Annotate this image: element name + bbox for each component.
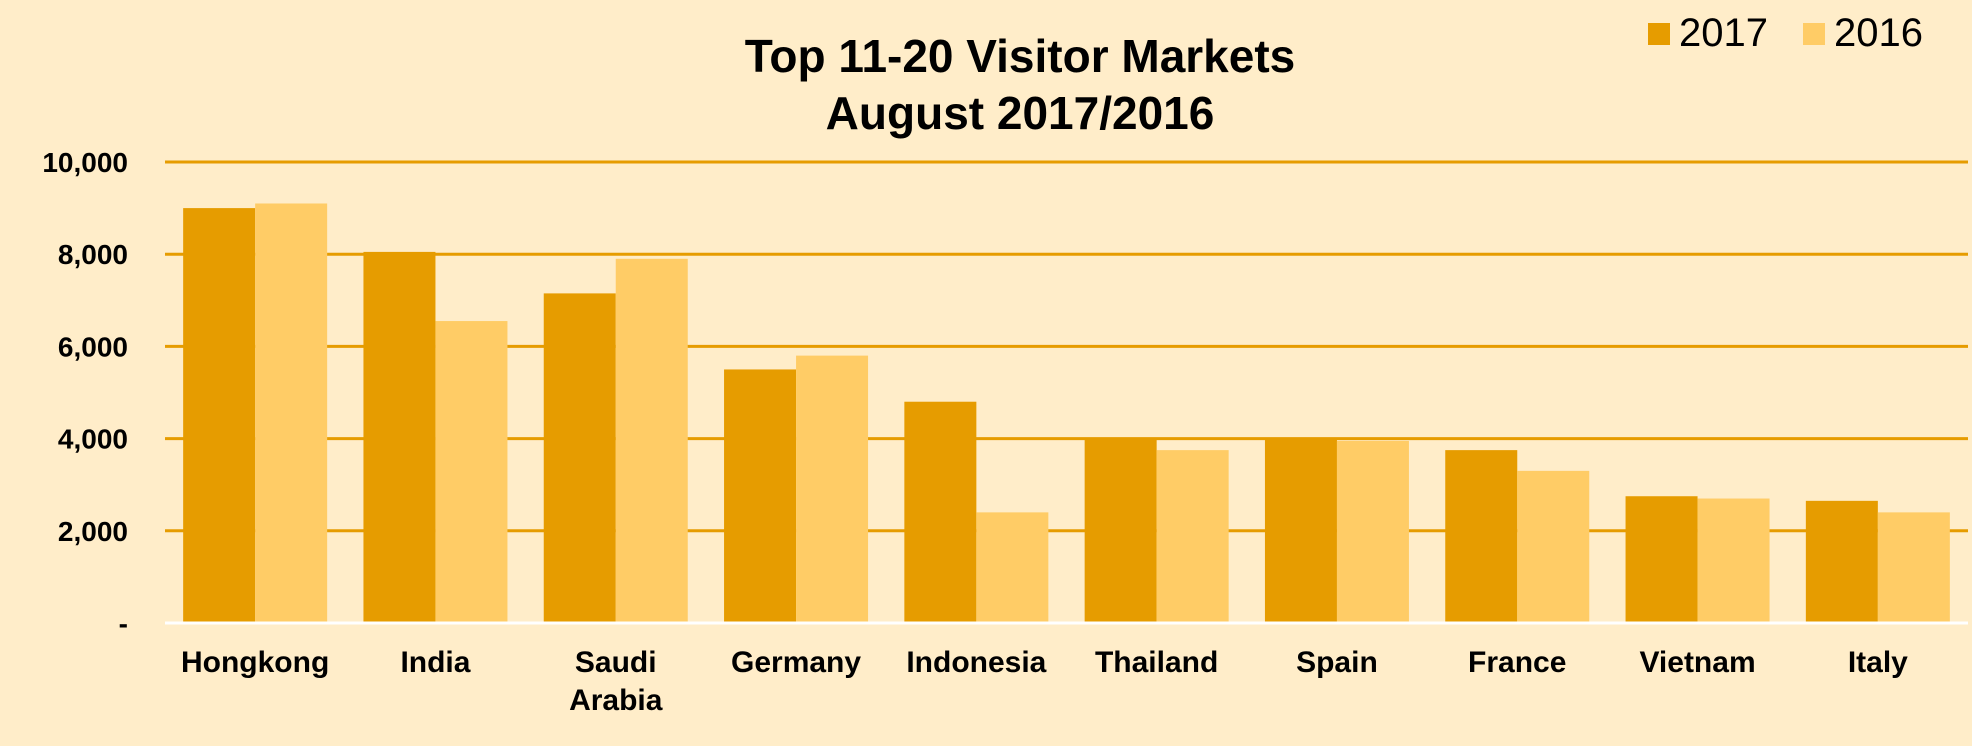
chart-title: Top 11-20 Visitor Markets August 2017/20…: [745, 30, 1296, 139]
legend-label-2017: 2017: [1679, 11, 1768, 55]
legend-label-2016: 2016: [1834, 11, 1923, 55]
bar-2017-saudi-arabia: [543, 293, 616, 623]
x-category-label-indonesia: Indonesia: [906, 646, 1046, 679]
bar-2016-indonesia: [976, 512, 1049, 623]
y-tick-label-10000: 10,000: [42, 147, 128, 178]
y-axis-tick-labels: - 2,000 4,000 6,000 8,000 10,000: [42, 147, 128, 639]
bar-2016-hongkong: [255, 203, 328, 624]
bar-2017-germany: [724, 369, 797, 623]
x-category-label-saudi-arabia: Saudi Arabia: [569, 646, 663, 717]
bar-2016-india: [435, 321, 508, 623]
legend: 2017 2016: [1648, 11, 1923, 55]
bar-2017-india: [363, 251, 436, 623]
chart-title-line-1: Top 11-20 Visitor Markets: [745, 30, 1296, 82]
bar-2017-italy: [1805, 500, 1878, 623]
bar-2016-italy: [1877, 512, 1950, 623]
y-tick-label-8000: 8,000: [58, 239, 128, 270]
bar-2017-spain: [1264, 438, 1337, 623]
x-category-label-spain: Spain: [1296, 646, 1378, 679]
x-category-label-vietnam: Vietnam: [1639, 646, 1755, 679]
y-tick-label-6000: 6,000: [58, 331, 128, 362]
bars: [183, 203, 1950, 624]
x-category-label-thailand: Thailand: [1095, 646, 1218, 679]
legend-swatch-2016: [1803, 23, 1825, 45]
x-category-label-india: India: [400, 646, 470, 679]
bar-2016-spain: [1336, 440, 1409, 623]
bar-2016-vietnam: [1697, 498, 1770, 623]
bar-2017-france: [1445, 450, 1518, 623]
x-category-label-france: France: [1468, 646, 1566, 679]
bar-2016-saudi-arabia: [615, 258, 688, 623]
y-tick-label-2000: 2,000: [58, 516, 128, 547]
bar-2016-germany: [796, 355, 869, 623]
x-category-label-hongkong: Hongkong: [181, 646, 329, 679]
bar-2017-thailand: [1084, 438, 1157, 623]
y-tick-label-0: -: [119, 608, 128, 639]
bar-2017-vietnam: [1625, 496, 1698, 623]
bar-2016-thailand: [1156, 450, 1229, 623]
bar-2016-france: [1517, 470, 1590, 623]
x-category-label-italy: Italy: [1848, 646, 1908, 679]
bar-2017-hongkong: [183, 208, 256, 623]
bar-2017-indonesia: [904, 401, 977, 623]
x-category-label-germany: Germany: [731, 646, 861, 679]
legend-swatch-2017: [1648, 23, 1670, 45]
chart-title-line-2: August 2017/2016: [826, 87, 1215, 139]
x-axis-category-labels: Hongkong India Saudi Arabia Germany Indonesia…: [181, 646, 1908, 717]
y-tick-label-4000: 4,000: [58, 424, 128, 455]
